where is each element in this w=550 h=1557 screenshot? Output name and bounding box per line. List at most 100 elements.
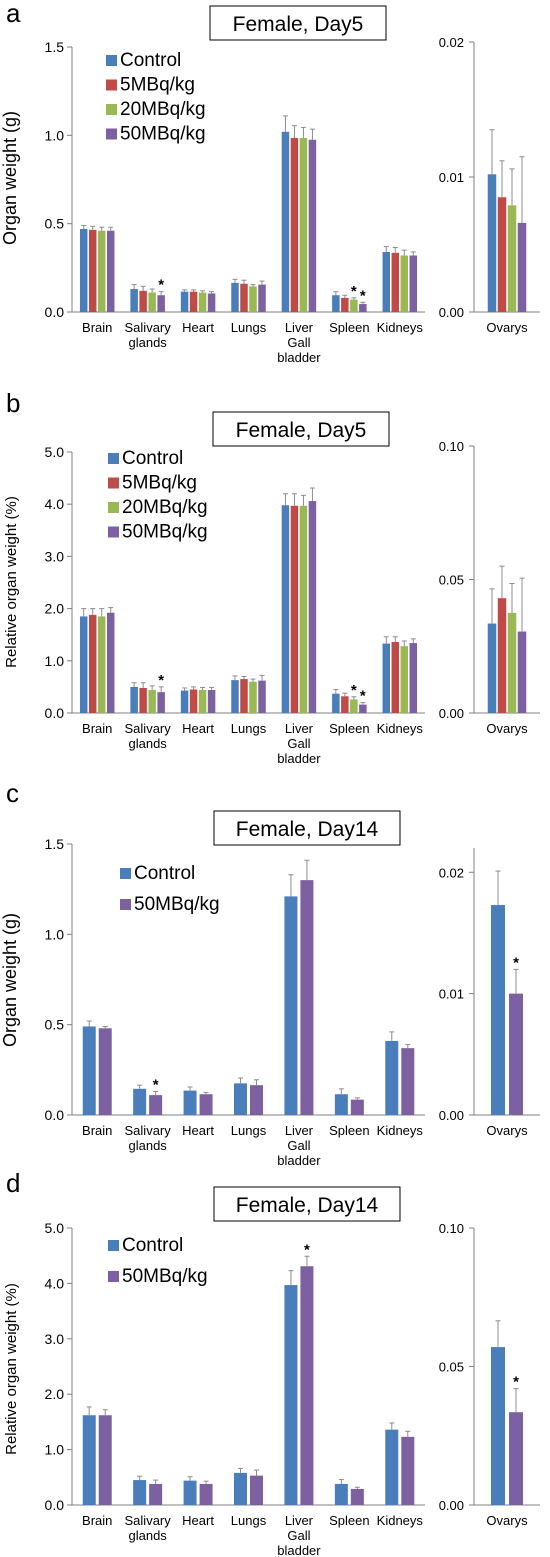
bar [258,680,266,713]
bar [409,643,418,713]
bar [281,131,290,312]
inset-y-tick-label: 0.01 [439,987,464,1002]
inset-bar [509,993,523,1115]
x-tick-label-line: Salivary [125,1513,172,1528]
y-tick-label: 1.0 [45,653,65,669]
x-tick-label-line: bladder [277,350,321,365]
legend-label: 50MBq/kg [122,522,208,543]
inset-x-tick-label: Ovarys [486,320,528,335]
bar [139,687,147,713]
bar [300,880,314,1115]
x-tick-label-line: Lungs [231,721,267,736]
x-tick-label: Heart [182,320,214,335]
legend-swatch [108,453,119,464]
bar [88,614,97,713]
y-tick-label: 1.5 [45,39,65,55]
bar [148,690,156,713]
x-tick-label: Spleen [329,721,369,736]
significance-marker: * [351,283,357,300]
bar [258,284,266,312]
inset-y-tick-label: 0.02 [439,865,464,880]
bar [391,252,400,312]
bar [199,1094,213,1115]
y-tick-label: 1.5 [45,836,65,852]
bar [149,1095,163,1115]
bar [385,1429,399,1505]
inset-y-tick-label: 0.05 [439,573,464,588]
panel-letter: a [6,0,21,28]
bar [157,295,165,312]
x-tick-label-line: glands [128,335,167,350]
inset-bar [517,222,527,312]
x-tick-label-line: Lungs [231,320,267,335]
x-tick-label: Brain [82,1123,112,1138]
legend-label: Control [122,1235,183,1256]
inset-bar [491,1347,505,1505]
bar [231,680,239,713]
inset-bar [517,631,527,713]
legend-swatch [106,79,117,91]
bar [98,1415,112,1505]
x-tick-label: Spleen [329,1123,369,1138]
x-tick-label: Brain [82,1513,112,1528]
bar [391,642,400,713]
inset-y-tick-label: 0.01 [439,170,464,185]
x-tick-label-line: Spleen [329,721,369,736]
x-tick-label: Salivary glands [125,320,172,350]
bar [106,612,115,713]
inset-y-tick-label: 0.10 [439,439,464,454]
x-tick-label: Salivary glands [125,1513,172,1543]
x-tick-label-line: Heart [182,320,214,335]
x-tick-label-line: Gall [287,736,310,751]
x-tick-label: Lungs [231,320,267,335]
y-tick-label: 0.0 [45,1497,65,1513]
x-tick-label: Heart [182,721,214,736]
x-tick-label-line: Kidneys [377,721,424,736]
y-tick-label: 0.0 [45,304,65,320]
bar [334,1094,348,1115]
significance-marker: * [360,287,366,304]
title-box [209,5,387,41]
title-box [212,411,390,447]
inset-bar [497,598,507,713]
bar [240,679,248,713]
x-tick-label-line: glands [128,1528,167,1543]
inset-y-tick-label: 0.00 [439,1498,464,1513]
inset-y-tick-label: 0.00 [439,706,464,721]
x-tick-label: Salivary glands [125,721,172,751]
x-tick-label: Liver Gall bladder [277,320,321,365]
bar [400,646,409,713]
bar [299,505,308,713]
significance-marker: * [158,277,164,294]
bar [400,255,409,312]
bar [133,1088,147,1115]
inset-bar [497,197,507,312]
chart-title: Female, Day5 [236,419,367,442]
bar [98,1028,112,1115]
inset-significance-marker: * [513,954,519,971]
bar [189,291,198,312]
legend-swatch [106,55,117,66]
bar [133,1480,147,1505]
legend-label: Control [120,50,181,71]
significance-marker: * [158,672,164,689]
x-tick-label: Kidneys [377,721,424,736]
x-tick-label-line: bladder [277,751,321,766]
panel-letter: d [6,1168,20,1198]
bar [385,1040,399,1115]
legend-swatch [106,128,117,140]
legend-swatch [108,477,119,489]
bar [401,1048,415,1115]
inset-bar [507,205,517,312]
bar [231,282,239,312]
x-tick-label: Kidneys [377,320,424,335]
bar [234,1472,247,1505]
bar [198,292,207,312]
bar [240,283,248,312]
bar [334,1483,348,1505]
x-tick-label-line: Lungs [231,1123,267,1138]
x-tick-label: Liver Gall bladder [277,1513,321,1557]
title-box [213,810,401,846]
bar [198,690,207,713]
